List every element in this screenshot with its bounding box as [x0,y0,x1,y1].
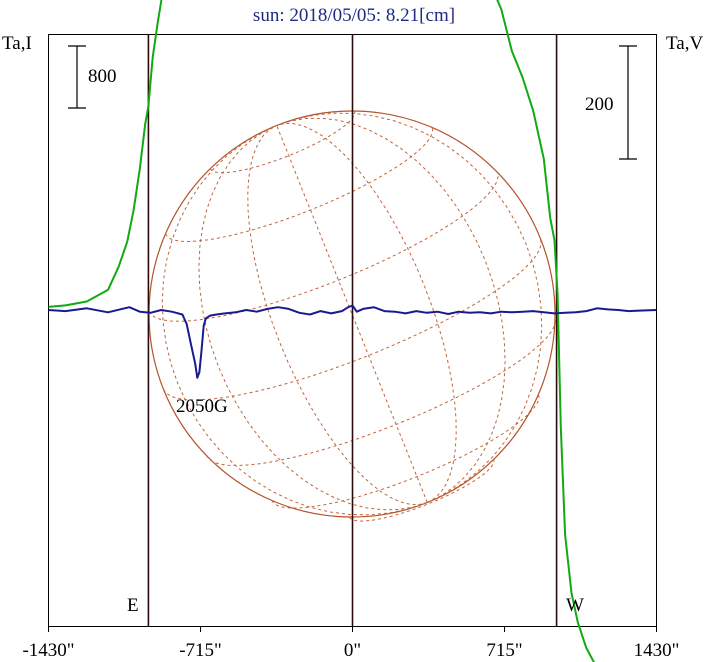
scale-bar-right [619,45,637,160]
x-tick-label: 715" [486,640,522,661]
left-axis-label: Ta,I [2,33,32,54]
sunspot-field-annotation: 2050G [176,396,228,417]
latitude-line [165,127,434,243]
latitude-line [163,238,542,401]
series-group [48,0,657,662]
x-tick-label: 1430" [634,640,680,661]
limb-and-center-lines [147,34,558,627]
latitude-line [148,172,499,322]
chart-title: sun: 2018/05/05: 8.21[cm] [253,5,455,26]
heliographic-grid [148,110,557,522]
east-limb-label: E [127,595,139,616]
longitude-line [276,117,506,503]
longitude-line [161,125,428,516]
scale-bar-right-label: 200 [585,94,614,115]
west-limb-label: W [566,595,584,616]
latitude-line [209,110,356,174]
x-tick-label: -715" [179,640,222,661]
longitude-line [276,125,428,503]
scale-bar-left [68,45,86,109]
longitude-line [276,122,457,503]
polarization-series-line [48,304,657,379]
intensity-series-line [48,0,595,662]
x-tick-labels: -1430" -715" 0" 715" 1430" [22,626,680,661]
latitude-line [271,394,540,509]
scale-bar-left-label: 800 [88,66,117,87]
longitude-line [247,125,428,506]
latitude-line [348,459,495,522]
longitude-line [276,112,543,503]
right-axis-label: Ta,V [666,33,703,54]
x-tick-label: -1430" [22,640,74,661]
longitude-line [198,125,428,511]
x-tick-label: 0" [344,640,361,661]
